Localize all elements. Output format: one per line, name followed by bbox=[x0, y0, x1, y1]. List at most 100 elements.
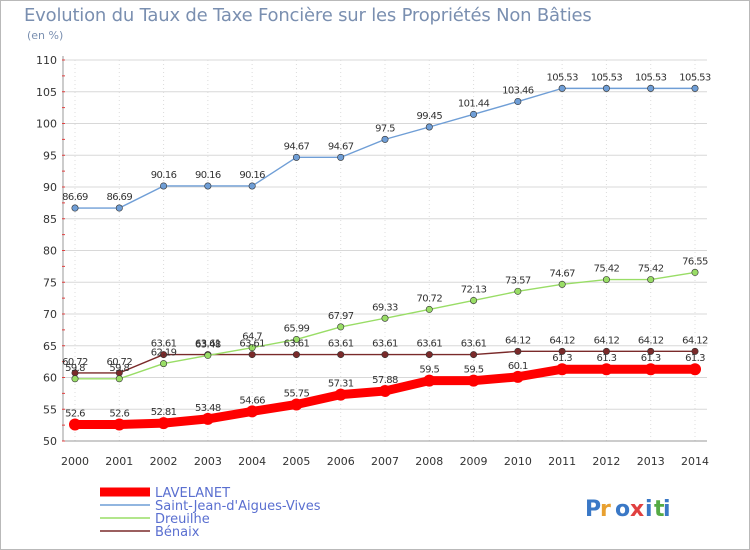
data-label: 76.55 bbox=[682, 256, 708, 267]
data-label: 64.12 bbox=[505, 335, 531, 346]
legend-entry: Bénaix bbox=[155, 525, 200, 540]
y-tick-label: 50 bbox=[43, 435, 57, 448]
x-tick-label: 2006 bbox=[327, 455, 355, 468]
y-tick-label: 60 bbox=[43, 372, 57, 385]
data-point bbox=[71, 375, 79, 383]
x-tick-label: 2010 bbox=[504, 455, 532, 468]
data-point bbox=[425, 305, 433, 313]
data-label: 63.61 bbox=[195, 339, 221, 350]
data-label: 103.46 bbox=[502, 86, 534, 97]
legend-entry: Saint-Jean-d'Aigues-Vives bbox=[155, 499, 321, 514]
data-label: 63.61 bbox=[416, 339, 442, 350]
data-label: 94.67 bbox=[284, 141, 310, 152]
data-point bbox=[69, 418, 81, 431]
data-point bbox=[379, 384, 391, 397]
data-label: 52.6 bbox=[109, 408, 129, 419]
data-label: 61.3 bbox=[552, 353, 572, 364]
data-label: 59.8 bbox=[109, 363, 129, 374]
y-tick-label: 70 bbox=[43, 308, 57, 321]
data-label: 63.61 bbox=[239, 339, 265, 350]
data-label: 90.16 bbox=[195, 170, 221, 181]
data-label: 63.48 bbox=[195, 339, 221, 350]
logo-letter: i bbox=[645, 497, 653, 522]
x-tick-label: 2012 bbox=[592, 455, 620, 468]
y-tick-label: 90 bbox=[43, 181, 57, 194]
data-label: 61.3 bbox=[641, 353, 661, 364]
data-label: 61.3 bbox=[685, 353, 705, 364]
logo-letter: t bbox=[654, 497, 665, 522]
x-tick-label: 2011 bbox=[548, 455, 576, 468]
data-point bbox=[423, 374, 436, 387]
logo-letter: r bbox=[600, 497, 611, 522]
data-label: 101.44 bbox=[458, 98, 490, 109]
data-point bbox=[381, 314, 389, 322]
data-point bbox=[204, 351, 212, 359]
data-point bbox=[292, 335, 300, 343]
x-tick-label: 2002 bbox=[150, 455, 178, 468]
x-tick-label: 2004 bbox=[238, 455, 266, 468]
data-point bbox=[602, 276, 610, 284]
data-label: 90.16 bbox=[151, 170, 177, 181]
x-tick-label: 2001 bbox=[105, 455, 133, 468]
legend-entry: LAVELANET bbox=[155, 486, 230, 501]
data-label: 75.42 bbox=[594, 264, 620, 275]
data-point bbox=[337, 351, 345, 359]
y-tick-label: 100 bbox=[36, 118, 57, 131]
data-label: 86.69 bbox=[62, 192, 88, 203]
y-unit-label: (en %) bbox=[27, 29, 64, 42]
data-label: 60.72 bbox=[106, 357, 132, 368]
data-point bbox=[647, 276, 655, 284]
data-label: 60.1 bbox=[508, 361, 528, 372]
data-point bbox=[691, 84, 699, 92]
x-tick-label: 2008 bbox=[415, 455, 443, 468]
data-label: 63.61 bbox=[461, 339, 487, 350]
data-label: 60.72 bbox=[62, 357, 88, 368]
data-label: 64.7 bbox=[242, 332, 262, 343]
data-label: 63.61 bbox=[284, 339, 310, 350]
data-point bbox=[157, 417, 170, 430]
y-tick-label: 65 bbox=[43, 340, 57, 353]
data-point bbox=[115, 375, 123, 383]
data-point bbox=[600, 363, 613, 376]
data-label: 69.33 bbox=[372, 302, 398, 313]
data-label: 63.61 bbox=[328, 339, 354, 350]
data-point bbox=[467, 374, 480, 387]
x-tick-label: 2007 bbox=[371, 455, 399, 468]
data-point bbox=[425, 123, 433, 131]
data-label: 74.67 bbox=[549, 268, 575, 279]
data-label: 64.12 bbox=[682, 335, 708, 346]
data-label: 63.61 bbox=[372, 339, 398, 350]
data-label: 61.3 bbox=[596, 353, 616, 364]
proxiti-logo: Pr o x i ti bbox=[585, 497, 671, 522]
data-point bbox=[292, 351, 300, 359]
data-point bbox=[691, 268, 699, 276]
data-point bbox=[644, 363, 657, 376]
data-label: 59.5 bbox=[464, 365, 484, 376]
logo-letter: i bbox=[663, 497, 671, 522]
data-label: 54.66 bbox=[239, 395, 265, 406]
x-tick-label: 2003 bbox=[194, 455, 222, 468]
data-point bbox=[511, 370, 524, 383]
data-point bbox=[558, 280, 566, 288]
data-label: 63.61 bbox=[151, 339, 177, 350]
logo-letter: P bbox=[585, 497, 601, 522]
data-label: 72.13 bbox=[461, 284, 487, 295]
data-point bbox=[337, 323, 345, 331]
data-point bbox=[470, 110, 478, 118]
data-point bbox=[514, 287, 522, 295]
data-point bbox=[160, 360, 168, 368]
data-point bbox=[514, 98, 522, 106]
data-label: 57.31 bbox=[328, 379, 354, 390]
data-point bbox=[248, 344, 256, 352]
series-lavelanet bbox=[69, 363, 701, 431]
data-point bbox=[334, 388, 347, 401]
series-b-naix bbox=[71, 347, 699, 377]
data-label: 59.8 bbox=[65, 363, 85, 374]
data-label: 97.5 bbox=[375, 123, 395, 134]
logo-letter: o bbox=[615, 497, 630, 522]
data-point bbox=[514, 347, 522, 355]
data-label: 64.12 bbox=[549, 335, 575, 346]
legend-entry: Dreuilhe bbox=[155, 512, 210, 527]
x-tick-label: 2013 bbox=[637, 455, 665, 468]
